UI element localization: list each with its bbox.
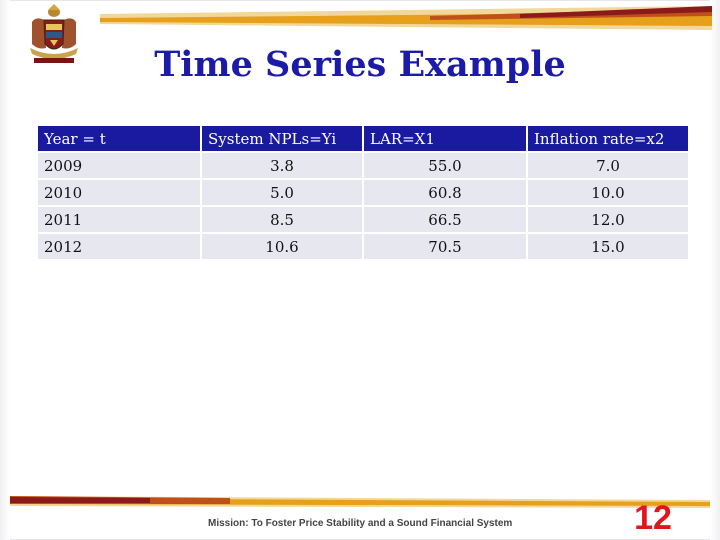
slide-title: Time Series Example — [154, 44, 566, 85]
column-header-npls: System NPLs=Yi — [202, 126, 362, 151]
cell-lar: 70.5 — [364, 234, 526, 259]
table-row: 2012 10.6 70.5 15.0 — [38, 234, 688, 259]
slide-page-number: 12 — [634, 499, 672, 537]
cell-year: 2010 — [38, 180, 200, 205]
cell-npls: 5.0 — [202, 180, 362, 205]
cell-year: 2011 — [38, 207, 200, 232]
slide-left-border — [0, 0, 10, 540]
column-header-inflation: Inflation rate=x2 — [528, 126, 688, 151]
bottom-decorative-stripe — [10, 496, 710, 508]
table-row: 2010 5.0 60.8 10.0 — [38, 180, 688, 205]
cell-npls: 3.8 — [202, 153, 362, 178]
cell-year: 2012 — [38, 234, 200, 259]
top-decorative-stripe — [100, 6, 712, 30]
mission-statement: Mission: To Foster Price Stability and a… — [208, 518, 513, 529]
column-header-lar: LAR=X1 — [364, 126, 526, 151]
cell-inflation: 7.0 — [528, 153, 688, 178]
cell-npls: 8.5 — [202, 207, 362, 232]
table-header-row: Year = t System NPLs=Yi LAR=X1 Inflation… — [38, 126, 688, 151]
column-header-year: Year = t — [38, 126, 200, 151]
table-row: 2009 3.8 55.0 7.0 — [38, 153, 688, 178]
cell-year: 2009 — [38, 153, 200, 178]
time-series-table: Year = t System NPLs=Yi LAR=X1 Inflation… — [36, 124, 690, 261]
coat-of-arms-logo-icon — [30, 4, 78, 63]
cell-inflation: 15.0 — [528, 234, 688, 259]
cell-lar: 66.5 — [364, 207, 526, 232]
cell-lar: 55.0 — [364, 153, 526, 178]
slide-right-border — [710, 0, 720, 540]
cell-inflation: 12.0 — [528, 207, 688, 232]
cell-inflation: 10.0 — [528, 180, 688, 205]
cell-lar: 60.8 — [364, 180, 526, 205]
cell-npls: 10.6 — [202, 234, 362, 259]
table-row: 2011 8.5 66.5 12.0 — [38, 207, 688, 232]
